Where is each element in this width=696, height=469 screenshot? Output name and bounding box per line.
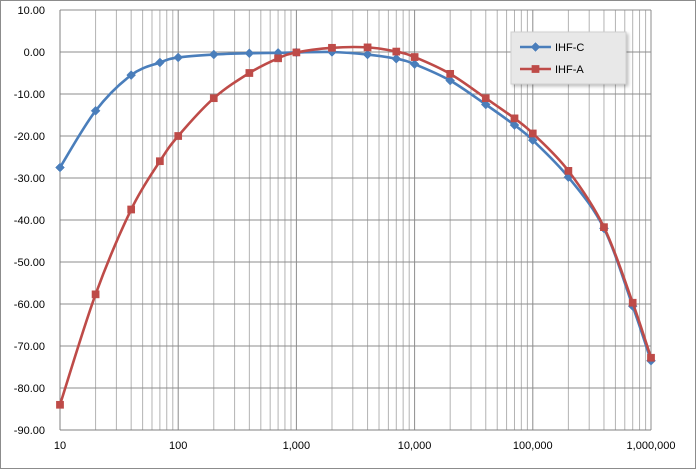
x-tick-label: 100,000 xyxy=(513,440,553,452)
y-tick-label: -40.00 xyxy=(14,215,45,227)
y-tick-label: 0.00 xyxy=(24,47,45,59)
x-tick-label: 10 xyxy=(54,440,66,452)
data-point xyxy=(392,47,401,56)
data-point xyxy=(362,49,373,60)
data-point xyxy=(173,52,184,63)
data-point xyxy=(174,132,183,140)
legend-entry: IHF-C xyxy=(520,42,584,54)
data-point xyxy=(55,162,65,173)
y-tick-label: -20.00 xyxy=(14,131,45,143)
data-point xyxy=(391,53,402,64)
data-point xyxy=(56,400,64,409)
data-point xyxy=(155,57,165,68)
y-axis-tick-labels: 10.00 0.00 -10.00 -20.00 -30.00 -40.00 -50.00 -… xyxy=(14,5,45,437)
y-tick-label: -50.00 xyxy=(14,257,45,269)
series-line xyxy=(58,45,653,406)
data-point xyxy=(410,53,419,61)
data-point xyxy=(244,48,255,59)
x-tick-label: 10,000 xyxy=(398,440,432,452)
data-point xyxy=(328,43,336,52)
y-tick-label: 10.00 xyxy=(17,5,45,17)
data-point xyxy=(156,157,164,166)
legend-marker xyxy=(531,65,540,73)
series-ihf-a xyxy=(56,43,655,409)
data-point xyxy=(209,94,218,103)
data-point xyxy=(600,223,608,231)
data-point xyxy=(292,48,301,57)
x-tick-label: 1,000 xyxy=(283,440,311,452)
legend-entry: IHF-A xyxy=(520,64,584,76)
y-tick-label: -30.00 xyxy=(14,173,45,185)
data-point xyxy=(481,94,490,103)
legend-label: IHF-A xyxy=(555,64,584,76)
data-point xyxy=(363,43,372,52)
x-tick-label: 1,000,000 xyxy=(627,440,676,452)
data-point xyxy=(564,167,573,175)
data-point xyxy=(91,290,100,299)
y-tick-label: -80.00 xyxy=(14,383,45,395)
y-tick-label: -10.00 xyxy=(14,89,45,101)
data-point xyxy=(245,69,254,77)
data-point xyxy=(126,70,137,80)
data-point xyxy=(445,75,456,86)
data-point xyxy=(127,205,136,214)
series-ihf-c xyxy=(55,47,656,366)
series-layer xyxy=(55,43,656,409)
legend: IHF-C IHF-A xyxy=(510,31,627,85)
legend-box xyxy=(510,31,627,85)
y-tick-label: -90.00 xyxy=(14,425,45,437)
x-axis-tick-labels: 10 100 1,000 10,000 100,000 1,000,000 xyxy=(54,440,676,452)
data-point xyxy=(409,59,420,70)
series-line xyxy=(58,50,653,362)
data-point xyxy=(446,69,455,78)
y-tick-label: -60.00 xyxy=(14,299,45,311)
data-point xyxy=(274,54,282,63)
x-tick-label: 100 xyxy=(169,440,187,452)
data-point xyxy=(528,129,537,138)
axes xyxy=(59,10,651,431)
data-point xyxy=(527,135,538,146)
legend-marker xyxy=(530,42,541,52)
data-point xyxy=(480,99,491,110)
data-point xyxy=(208,49,219,60)
data-point xyxy=(628,298,637,307)
legend-label: IHF-C xyxy=(555,42,584,54)
y-tick-label: -70.00 xyxy=(14,341,45,353)
data-point xyxy=(510,114,519,123)
data-point xyxy=(90,105,101,116)
data-point xyxy=(647,353,655,362)
data-point xyxy=(509,120,520,130)
